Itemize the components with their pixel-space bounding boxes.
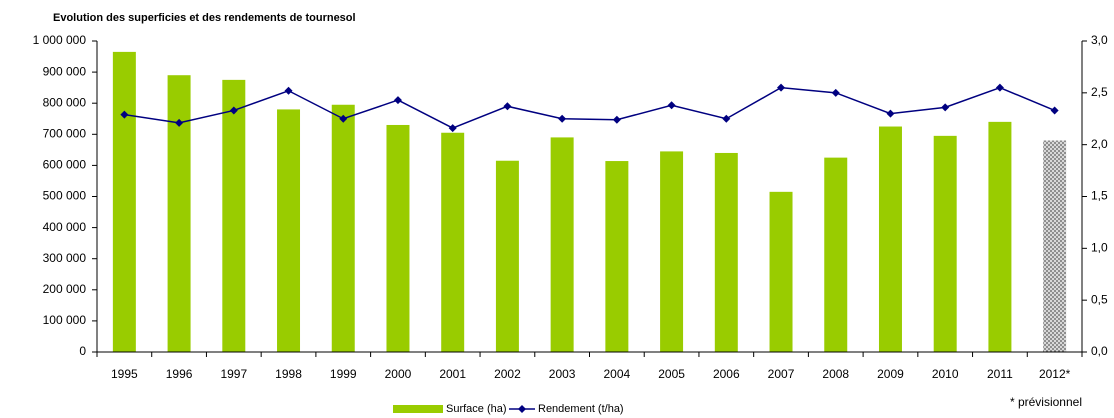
line-marker [448,124,457,133]
y-tick-label: 600 000 [43,158,87,172]
legend-swatch [518,405,526,413]
x-tick-label: 2011 [987,367,1013,381]
y2-tick-label: 2,0 [1091,137,1108,151]
y2-tick-label: 3,0 [1091,33,1108,47]
x-tick-label: 2001 [439,367,466,381]
line-marker [667,101,676,110]
x-tick-label: 2002 [494,367,521,381]
line-marker [831,88,840,97]
legend-label: Surface (ha) [446,403,507,415]
y-tick-label: 300 000 [43,251,87,265]
x-tick-label: 2012* [1039,367,1071,381]
x-tick-label: 2005 [658,367,685,381]
x-tick-label: 2010 [932,367,959,381]
bar [769,191,793,352]
y-tick-label: 500 000 [43,189,87,203]
y2-tick-label: 0,0 [1091,344,1108,358]
x-tick-label: 2004 [604,367,631,381]
line-marker [503,102,512,111]
bar [878,126,902,353]
y2-tick-label: 1,0 [1091,241,1108,255]
bar [112,51,136,352]
bar [933,135,957,352]
bar [222,79,246,352]
x-tick-label: 2007 [768,367,795,381]
x-tick-label: 1996 [166,367,193,381]
annotation: * prévisionnel [1010,395,1082,409]
line-marker [120,110,129,119]
y2-tick-label: 1,5 [1091,189,1108,203]
bar [331,104,355,352]
line-marker [886,109,895,118]
bar [441,132,465,352]
line-marker [722,114,731,123]
y-tick-label: 700 000 [43,126,87,140]
x-tick-label: 2008 [822,367,849,381]
y-tick-label: 900 000 [43,64,87,78]
line-marker [612,115,621,124]
x-tick-label: 1998 [275,367,302,381]
line-marker [175,118,184,127]
x-tick-label: 1997 [220,367,247,381]
line-marker [995,83,1004,92]
line-marker [1050,106,1059,115]
bar [386,124,410,352]
bar [824,157,848,352]
chart-title: Evolution des superficies et des rendeme… [53,12,356,24]
bar [988,121,1012,352]
line-marker [393,96,402,105]
legend-label: Rendement (t/ha) [538,403,624,415]
x-tick-label: 2006 [713,367,740,381]
bar [1043,140,1067,352]
bar [495,160,519,352]
line [124,86,1055,129]
y-tick-label: 400 000 [43,220,87,234]
y2-tick-label: 2,5 [1091,85,1108,99]
y-tick-label: 1 000 000 [33,33,87,47]
x-tick-label: 1995 [111,367,138,381]
x-tick-label: 1999 [330,367,357,381]
bar [550,137,574,352]
legend-swatch [393,405,443,413]
y-tick-label: 200 000 [43,282,87,296]
bar [605,161,629,352]
x-tick-label: 2003 [549,367,576,381]
y-tick-label: 800 000 [43,95,87,109]
y-tick-label: 0 [79,344,86,358]
y2-tick-label: 0,5 [1091,292,1108,306]
line-marker [777,83,786,92]
x-tick-label: 2000 [385,367,412,381]
x-tick-label: 2009 [877,367,904,381]
line-marker [229,106,238,115]
line-marker [941,103,950,112]
bar [714,152,738,352]
line-marker [558,114,567,123]
line-marker [339,114,348,123]
y-tick-label: 100 000 [43,313,87,327]
bar [167,75,191,353]
bar [277,109,301,352]
line-marker [284,86,293,95]
bar [660,151,684,352]
